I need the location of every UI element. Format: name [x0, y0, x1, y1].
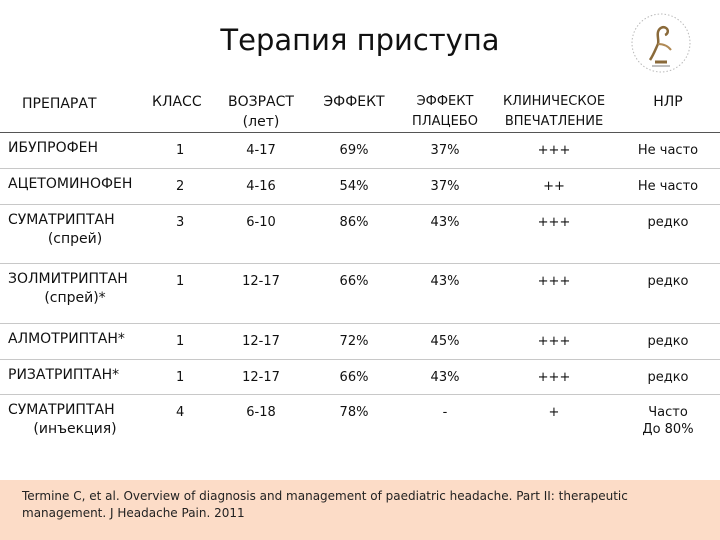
header-placebo-line1: ЭФФЕКТ [416, 94, 474, 109]
table-row: АЛМОТРИПТАН* 1 12-17 72% 45% +++ редко [0, 322, 720, 360]
cell-class: 1 [142, 322, 212, 360]
cell-age: 6-10 [212, 203, 310, 264]
header-placebo: ЭФФЕКТ ПЛАЦЕБО [398, 84, 492, 133]
cell-placebo: 45% [398, 322, 492, 360]
cell-age: 12-17 [212, 263, 310, 324]
header-age-line2: (лет) [242, 114, 280, 130]
cell-placebo: 43% [398, 358, 492, 395]
citation-text: Termine C, et al. Overview of diagnosis … [22, 489, 628, 520]
adverse-line2: До 80% [642, 422, 694, 438]
header-age-line1: ВОЗРАСТ [228, 94, 294, 110]
cell-effect: 54% [310, 167, 398, 205]
header-drug: ПРЕПАРАТ [0, 84, 142, 133]
cell-drug: АЦЕТОМИНОФЕН [0, 167, 142, 205]
cell-class: 4 [142, 394, 212, 454]
drug-form: (инъекция) [33, 421, 117, 438]
cell-age: 6-18 [212, 394, 310, 454]
cell-placebo: 43% [398, 203, 492, 264]
cell-adverse: редко [616, 203, 720, 264]
cell-age: 12-17 [212, 358, 310, 395]
cell-placebo: 37% [398, 167, 492, 205]
slide-title: Терапия приступа [220, 23, 500, 57]
cell-drug: ЗОЛМИТРИПТАН (спрей)* [0, 263, 142, 324]
cell-adverse: Часто До 80% [616, 394, 720, 454]
drug-name: АЦЕТОМИНОФЕН [8, 175, 133, 192]
cell-clinical: +++ [492, 203, 616, 264]
cell-effect: 69% [339, 143, 369, 158]
cell-class: 2 [142, 167, 212, 205]
table-row: АЦЕТОМИНОФЕН 2 4-16 54% 37% ++ Не часто [0, 167, 720, 205]
cell-effect: 86% [310, 203, 398, 264]
cell-clinical: +++ [492, 322, 616, 360]
cell-clinical: + [492, 394, 616, 454]
header-clinical-line1: КЛИНИЧЕСКОЕ [502, 94, 606, 109]
header-clinical-line2: ВПЕЧАТЛЕНИЕ [504, 114, 604, 129]
header-age: ВОЗРАСТ (лет) [212, 84, 310, 133]
cell-effect: 66% [310, 358, 398, 395]
citation-footer: Termine C, et al. Overview of diagnosis … [0, 480, 720, 540]
cell-adverse: редко [616, 263, 720, 324]
table-row: РИЗАТРИПТАН* 1 12-17 66% 43% +++ редко [0, 358, 720, 395]
cell-age: 4-16 [212, 167, 310, 205]
emblem-logo [631, 13, 691, 73]
drug-name: СУМАТРИПТАН [8, 402, 115, 419]
cell-drug: СУМАТРИПТАН (спрей) [0, 203, 142, 264]
adverse-line1: Часто [648, 405, 688, 421]
cell-class: 1 [142, 358, 212, 395]
cell-class: 3 [142, 203, 212, 264]
cell-adverse: Не часто [637, 143, 699, 158]
drug-name: СУМАТРИПТАН [8, 211, 115, 228]
table-row: ИБУПРОФЕН 1 4-17 69% 37% +++ Не часто [0, 133, 720, 169]
header-class: КЛАСС [142, 84, 212, 133]
therapy-table: ПРЕПАРАТ КЛАСС ВОЗРАСТ (лет) ЭФФЕКТ ЭФФЕ… [0, 84, 720, 454]
cell-clinical: +++ [492, 358, 616, 395]
cell-adverse: редко [616, 322, 720, 360]
cell-adverse: редко [616, 358, 720, 395]
table-header-row: ПРЕПАРАТ КЛАСС ВОЗРАСТ (лет) ЭФФЕКТ ЭФФЕ… [0, 84, 720, 133]
cell-age: 4-17 [246, 143, 276, 158]
cell-adverse: Не часто [616, 167, 720, 205]
cell-placebo: 37% [430, 143, 460, 158]
drug-form: (спрей) [47, 230, 103, 247]
cell-drug: ИБУПРОФЕН [0, 133, 142, 169]
header-effect: ЭФФЕКТ [310, 84, 398, 133]
cell-placebo: - [398, 394, 492, 454]
drug-name: РИЗАТРИПТАН* [8, 366, 120, 383]
cell-effect: 78% [310, 394, 398, 454]
table-row: СУМАТРИПТАН (спрей) 3 6-10 86% 43% +++ р… [0, 203, 720, 264]
cell-clinical: ++ [492, 167, 616, 205]
drug-name: АЛМОТРИПТАН* [8, 330, 125, 347]
cell-class: 1 [176, 143, 185, 158]
drug-name: ЗОЛМИТРИПТАН [8, 271, 128, 288]
cell-effect: 72% [310, 322, 398, 360]
drug-name: ИБУПРОФЕН [8, 140, 99, 156]
cell-class: 1 [142, 263, 212, 324]
cell-age: 12-17 [212, 322, 310, 360]
header-placebo-line2: ПЛАЦЕБО [412, 114, 478, 129]
cell-clinical: +++ [537, 143, 571, 158]
cell-placebo: 43% [398, 263, 492, 324]
header-adverse: НЛР [616, 84, 720, 133]
cell-drug: РИЗАТРИПТАН* [0, 358, 142, 395]
drug-form: (спрей)* [44, 290, 106, 307]
cell-drug: АЛМОТРИПТАН* [0, 322, 142, 360]
cell-clinical: +++ [492, 263, 616, 324]
header-clinical: КЛИНИЧЕСКОЕ ВПЕЧАТЛЕНИЕ [492, 84, 616, 133]
table-row: ЗОЛМИТРИПТАН (спрей)* 1 12-17 66% 43% ++… [0, 263, 720, 324]
cell-effect: 66% [310, 263, 398, 324]
table-row: СУМАТРИПТАН (инъекция) 4 6-18 78% - + Ча… [0, 394, 720, 454]
cell-drug: СУМАТРИПТАН (инъекция) [0, 394, 142, 454]
